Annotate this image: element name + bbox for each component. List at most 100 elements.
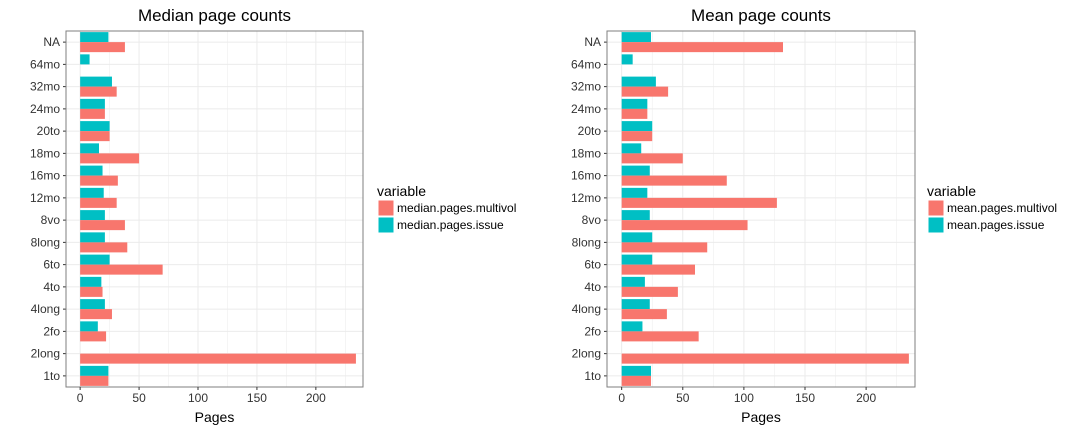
legend-label: mean.pages.issue — [947, 218, 1045, 232]
bar-multivol-2fo — [80, 331, 107, 342]
x-tick-label: 100 — [188, 391, 208, 405]
bar-multivol-2long — [621, 353, 909, 364]
median-chart-panel: NA 64mo 32mo 24mo 20to 18mo 16mo 12mo 8vo 8long 6t… — [30, 6, 516, 425]
bar-issue-2fo — [80, 321, 98, 332]
bar-issue-64mo — [80, 54, 90, 65]
x-tick-label: 0 — [618, 391, 625, 405]
y-tick-label: 16mo — [30, 169, 60, 183]
bar-multivol-8vo — [621, 220, 748, 231]
bar-issue-1to — [621, 365, 651, 376]
bar-multivol-8long — [80, 242, 128, 253]
legend-swatch — [927, 199, 945, 217]
bar-multivol-4long — [80, 309, 112, 320]
bar-issue-32mo — [621, 76, 656, 87]
bar-issue-12mo — [80, 187, 104, 198]
legend-label: median.pages.issue — [397, 218, 504, 232]
x-tick-label: 50 — [132, 391, 146, 405]
bar-issue-NA — [80, 32, 109, 43]
bar-multivol-4to — [621, 286, 678, 297]
y-tick-label: 4long — [31, 302, 60, 316]
y-tick-label: 2fo — [584, 324, 601, 338]
y-tick-label: 4long — [572, 302, 601, 316]
bar-multivol-NA — [80, 42, 125, 53]
legend-label: median.pages.multivol — [397, 201, 516, 215]
bar-issue-12mo — [621, 187, 648, 198]
y-tick-label: 12mo — [30, 191, 60, 205]
bar-multivol-16mo — [621, 175, 727, 186]
y-tick-label: 64mo — [571, 57, 601, 71]
bar-issue-1to — [80, 365, 109, 376]
y-tick-label: NA — [43, 35, 60, 49]
y-tick-label: 24mo — [30, 102, 60, 116]
y-tick-label: 20to — [37, 124, 61, 138]
bar-multivol-8vo — [80, 220, 125, 231]
x-tick-label: 0 — [77, 391, 84, 405]
legend-label: mean.pages.multivol — [947, 201, 1057, 215]
bar-multivol-4to — [80, 286, 103, 297]
y-tick-label: 18mo — [571, 146, 601, 160]
x-tick-label: 50 — [676, 391, 690, 405]
y-tick-label: 4to — [43, 280, 60, 294]
bar-multivol-NA — [621, 42, 783, 53]
y-tick-label: 8long — [31, 235, 60, 249]
x-axis-label: Pages — [741, 409, 781, 425]
bar-multivol-6to — [80, 264, 163, 275]
x-tick-label: 200 — [306, 391, 326, 405]
y-tick-label: 64mo — [30, 57, 60, 71]
bar-multivol-32mo — [621, 86, 669, 97]
x-axis-label: Pages — [195, 409, 235, 425]
bar-issue-4long — [621, 299, 650, 310]
bar-multivol-1to — [80, 375, 109, 386]
bar-multivol-12mo — [621, 197, 777, 208]
y-tick-label: 6to — [43, 258, 60, 272]
bar-issue-8vo — [621, 210, 650, 221]
x-tick-label: 200 — [856, 391, 876, 405]
y-tick-label: 8long — [572, 235, 601, 249]
y-tick-label: 1to — [43, 369, 60, 383]
bar-issue-6to — [80, 254, 110, 265]
bar-issue-8long — [621, 232, 653, 243]
bar-issue-16mo — [621, 165, 650, 176]
bar-issue-32mo — [80, 76, 112, 87]
bar-multivol-4long — [621, 309, 667, 320]
y-tick-label: 2long — [572, 347, 601, 361]
y-tick-label: 4to — [584, 280, 601, 294]
y-tick-label: 24mo — [571, 102, 601, 116]
bar-issue-24mo — [80, 98, 105, 109]
x-tick-label: 150 — [247, 391, 267, 405]
bar-multivol-2fo — [621, 331, 699, 342]
bar-multivol-20to — [621, 131, 653, 142]
mean-page-counts-chart: NA 64mo 32mo 24mo 20to 18mo 16mo 12mo 8vo 8long 6t… — [571, 6, 1057, 425]
y-tick-label: NA — [584, 35, 601, 49]
y-tick-label: 32mo — [30, 80, 60, 94]
bar-issue-20to — [621, 121, 653, 132]
y-tick-label: 8vo — [582, 213, 602, 227]
x-tick-label: 100 — [734, 391, 754, 405]
bar-multivol-16mo — [80, 175, 118, 186]
bar-multivol-12mo — [80, 197, 117, 208]
bar-multivol-24mo — [621, 108, 648, 119]
bar-multivol-8long — [621, 242, 708, 253]
bar-multivol-20to — [80, 131, 110, 142]
y-tick-label: 1to — [584, 369, 601, 383]
bar-issue-4to — [80, 276, 102, 287]
y-tick-label: 2long — [31, 347, 60, 361]
chart-title: Mean page counts — [691, 6, 831, 25]
y-tick-label: 6to — [584, 258, 601, 272]
bar-issue-2fo — [621, 321, 643, 332]
bar-issue-8long — [80, 232, 105, 243]
bar-issue-4to — [621, 276, 645, 287]
bar-multivol-18mo — [80, 153, 140, 164]
bar-multivol-32mo — [80, 86, 117, 97]
y-tick-label: 20to — [578, 124, 602, 138]
bar-issue-6to — [621, 254, 653, 265]
legend-swatch — [927, 216, 945, 234]
chart-title: Median page counts — [138, 6, 291, 25]
legend-title: variable — [927, 183, 976, 199]
mean-chart-panel: NA 64mo 32mo 24mo 20to 18mo 16mo 12mo 8vo 8long 6t… — [540, 0, 1080, 432]
bar-multivol-24mo — [80, 108, 105, 119]
x-tick-label: 150 — [795, 391, 815, 405]
legend-title: variable — [377, 183, 426, 199]
y-tick-label: 32mo — [571, 80, 601, 94]
legend-swatch — [377, 216, 395, 234]
